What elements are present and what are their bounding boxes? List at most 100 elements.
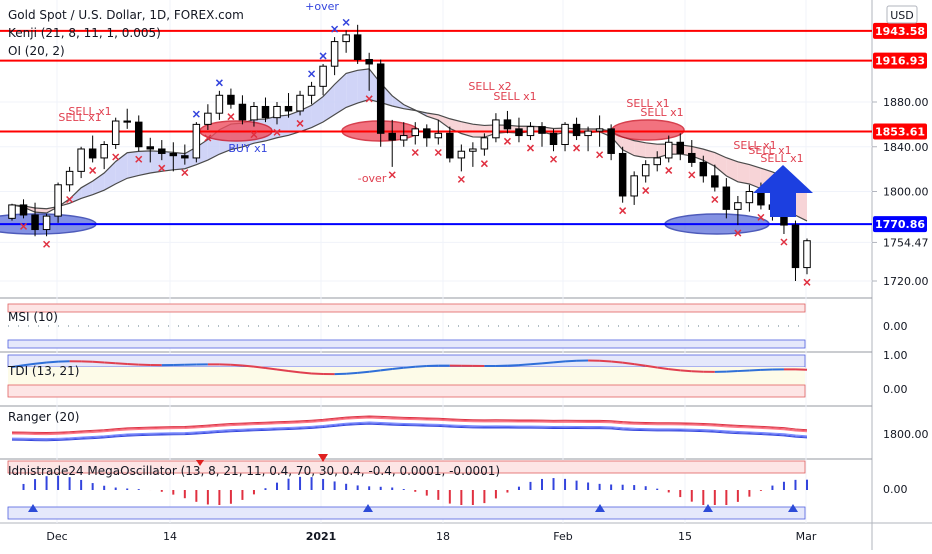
price-tag-label: 1853.61 — [875, 126, 925, 139]
signal-label: SELL x1 — [640, 106, 683, 119]
time-axis-label: Feb — [553, 530, 572, 543]
candle-body — [170, 153, 177, 155]
candle-body — [147, 147, 154, 149]
tdi-segment — [530, 363, 542, 364]
time-axis-label: Mar — [796, 530, 817, 543]
candle-body — [308, 86, 315, 95]
axis-tick-label: 1840.00 — [883, 141, 929, 154]
tdi-segment — [369, 370, 381, 371]
msi-label[interactable]: MSI (10) — [8, 310, 58, 324]
axis-tick-label: 1880.00 — [883, 96, 929, 109]
candle-body — [124, 121, 131, 122]
tdi-segment — [738, 370, 750, 371]
tdi-segment — [600, 361, 612, 362]
tdi-label[interactable]: TDI (13, 21) — [7, 364, 79, 378]
tdi-segment — [289, 371, 301, 372]
candle-body — [723, 187, 730, 209]
signal-label: -over — [358, 172, 387, 185]
currency-badge[interactable]: USD — [887, 6, 917, 23]
candle-body — [585, 131, 592, 135]
price-tag-label: 1943.58 — [875, 25, 925, 38]
candle-body — [297, 95, 304, 111]
tdi-segment — [726, 371, 738, 372]
tdi-segment — [519, 364, 531, 365]
zone-ellipse — [612, 120, 684, 140]
candle-body — [412, 129, 419, 136]
signal-label: BUY x1 — [228, 142, 267, 155]
candle-body — [400, 136, 407, 140]
tdi-segment — [312, 373, 324, 374]
candle-body — [504, 120, 511, 129]
tdi-segment — [565, 361, 577, 362]
tdi-segment — [358, 372, 370, 373]
candle-body — [78, 149, 85, 171]
candle-body — [642, 165, 649, 176]
tdi-axis-tick-high: 1.00 — [883, 349, 908, 362]
tdi-panel — [8, 355, 807, 397]
candle-body — [700, 162, 707, 175]
price-tag-label: 1770.86 — [875, 218, 925, 231]
candle-body — [159, 149, 166, 153]
study-oi[interactable]: OI (20, 2) — [8, 44, 65, 58]
tdi-segment — [231, 365, 243, 366]
candle-body — [343, 35, 350, 42]
candle-body — [112, 121, 119, 144]
candle-body — [804, 241, 811, 268]
mega-label[interactable]: Idnistrade24 MegaOscillator (13, 8, 21, … — [8, 464, 500, 478]
cloud-segment — [646, 143, 658, 158]
candle-body — [758, 192, 765, 205]
candle-body — [366, 59, 373, 63]
candle-body — [550, 133, 557, 144]
time-axis-label: 14 — [163, 530, 177, 543]
signal-label: SELL x1 — [58, 111, 101, 124]
tdi-segment — [611, 361, 623, 362]
candle-body — [447, 133, 454, 158]
tdi-segment — [392, 368, 404, 369]
candle-body — [239, 104, 246, 120]
candle-body — [354, 35, 361, 60]
candle-body — [677, 142, 684, 153]
time-axis-label: 18 — [436, 530, 450, 543]
candle-body — [89, 149, 96, 158]
mega-axis-tick: 0.00 — [883, 483, 908, 496]
axis-tick-label: 1720.00 — [883, 275, 929, 288]
tdi-axis-tick-low: 0.00 — [883, 383, 908, 396]
candle-body — [619, 153, 626, 196]
candle-body — [631, 176, 638, 196]
candle-body — [20, 205, 27, 215]
candle-body — [216, 95, 223, 113]
axis-tick-label: 1800.00 — [883, 186, 929, 199]
candle-body — [43, 216, 50, 229]
candle-body — [228, 95, 235, 104]
candle-body — [665, 142, 672, 158]
ranger-label[interactable]: Ranger (20) — [8, 410, 79, 424]
candle-body — [435, 133, 442, 137]
axis-tick-label: 1754.47 — [883, 236, 929, 249]
candle-body — [792, 225, 799, 268]
candle-body — [285, 106, 292, 110]
tdi-segment — [404, 367, 416, 368]
tdi-segment — [93, 362, 105, 363]
tdi-segment — [749, 370, 761, 371]
candle-body — [654, 158, 661, 165]
study-kenji[interactable]: Kenji (21, 8, 11, 1, 0.005) — [8, 26, 161, 40]
tdi-segment — [669, 369, 681, 370]
tdi-segment — [415, 366, 427, 367]
time-axis-label: Dec — [46, 530, 67, 543]
candle-body — [527, 127, 534, 136]
symbol-title: Gold Spot / U.S. Dollar, 1D, FOREX.com — [8, 8, 244, 22]
tdi-segment — [116, 363, 128, 364]
candle-body — [274, 106, 281, 117]
candle-body — [712, 176, 719, 187]
candle-body — [493, 120, 500, 138]
candle-body — [562, 124, 569, 144]
candle-body — [251, 106, 258, 119]
candle-body — [481, 138, 488, 149]
candle-body — [539, 127, 546, 134]
tdi-segment — [346, 373, 358, 374]
tdi-segment — [300, 372, 312, 373]
cloud-segment — [139, 151, 151, 176]
candle-body — [608, 129, 615, 154]
